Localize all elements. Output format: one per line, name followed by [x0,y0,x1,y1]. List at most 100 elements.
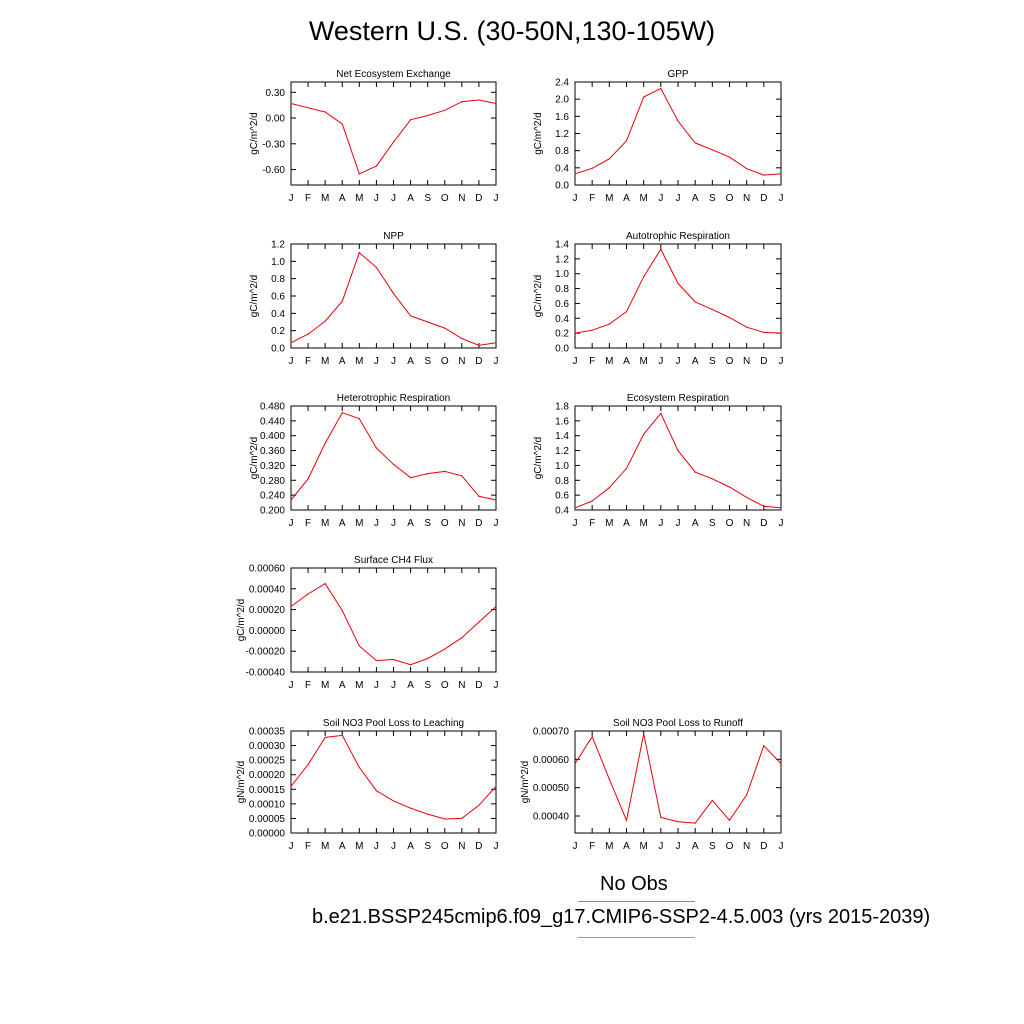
data-point [375,165,378,167]
x-tick-label: J [779,518,784,529]
y-tick-label: 0.00010 [249,799,286,810]
data-point [324,111,326,113]
x-tick-label: N [743,193,750,204]
y-tick-label: 0.6 [555,491,569,502]
data-point [694,301,696,303]
plot-frame [574,243,782,349]
y-tick-label: 0.360 [260,446,285,457]
x-tick-label: O [441,193,449,204]
y-tick-label: 0.0 [555,344,569,355]
x-tick-label: J [374,841,379,852]
y-tick-label: 0.480 [260,402,285,413]
data-point [427,813,429,815]
y-tick-label: 0.00040 [249,584,286,595]
x-tick-label: J [494,680,499,691]
data-point [358,645,360,647]
y-tick-label: 0.00005 [249,814,286,825]
panel-title: Net Ecosystem Exchange [336,69,451,80]
x-tick-label: A [692,356,699,367]
data-point [746,496,748,498]
data-point [728,316,731,319]
x-tick-label: J [573,841,578,852]
x-tick-label: J [658,841,663,852]
x-tick-label: O [726,841,734,852]
y-tick-label: 1.6 [555,112,569,123]
x-tick-label: M [321,841,329,852]
x-tick-label: D [760,356,767,367]
y-tick-label: 0.240 [260,491,285,502]
data-point [780,507,782,509]
y-tick-label: 0.00015 [249,785,286,796]
data-point [591,736,593,738]
data-point [409,315,412,317]
x-tick-label: N [458,680,465,691]
y-tick-label: 0.00060 [533,755,570,766]
data-point [444,470,446,472]
y-tick-label: 0.00000 [249,829,286,840]
data-point [625,467,628,469]
x-tick-label: A [623,356,630,367]
data-point [409,807,412,809]
data-point [427,473,429,475]
x-tick-label: A [407,356,414,367]
series-line [290,251,497,346]
data-point [341,412,343,414]
x-tick-label: N [458,518,465,529]
data-point [728,156,731,158]
data-point [392,292,395,294]
x-tick-label: F [589,356,595,367]
y-axis-label: gC/m^2/d [533,112,544,155]
x-tick-label: M [605,841,613,852]
y-tick-label: 0.00000 [249,626,286,637]
x-tick-label: M [605,518,613,529]
x-tick-label: M [639,193,647,204]
x-tick-label: J [676,356,681,367]
x-tick-label: M [321,193,329,204]
x-tick-label: M [355,518,363,529]
x-tick-label: O [726,518,734,529]
figure-title: Western U.S. (30-50N,130-105W) [308,16,716,46]
legend-obs-line [578,901,695,902]
y-tick-label: 0.6 [555,299,569,310]
x-tick-label: M [605,356,613,367]
x-tick-label: J [573,193,578,204]
data-point [495,499,497,501]
data-point [694,471,696,473]
data-point [392,141,395,143]
x-tick-label: D [475,193,482,204]
x-tick-label: O [726,356,734,367]
data-point [574,332,576,334]
x-tick-label: J [658,193,663,204]
y-axis-label: gC/m^2/d [249,112,260,155]
y-axis-label: gC/m^2/d [533,275,544,318]
panel-title: Surface CH4 Flux [354,555,433,566]
x-tick-label: J [374,518,379,529]
y-tick-label: 1.2 [555,446,569,457]
data-point [625,140,628,142]
y-tick-label: 0.00025 [249,756,286,767]
data-point [461,817,463,820]
x-tick-label: A [692,518,699,529]
data-point [608,158,610,160]
x-tick-label: M [321,518,329,529]
y-tick-label: 0.8 [271,274,285,285]
x-tick-label: A [692,841,699,852]
x-tick-label: N [458,356,465,367]
y-tick-label: 0.280 [260,476,285,487]
x-tick-label: S [709,356,716,367]
data-point [711,149,713,151]
x-tick-label: J [494,841,499,852]
data-point [660,412,662,415]
data-point [358,252,360,254]
x-tick-label: J [779,193,784,204]
x-tick-label: D [760,841,767,852]
y-tick-label: 1.0 [271,257,285,268]
x-tick-label: J [676,518,681,529]
x-tick-label: J [658,356,663,367]
data-point [591,329,593,331]
data-point [478,495,480,497]
data-point [324,320,326,322]
data-point [427,321,429,323]
